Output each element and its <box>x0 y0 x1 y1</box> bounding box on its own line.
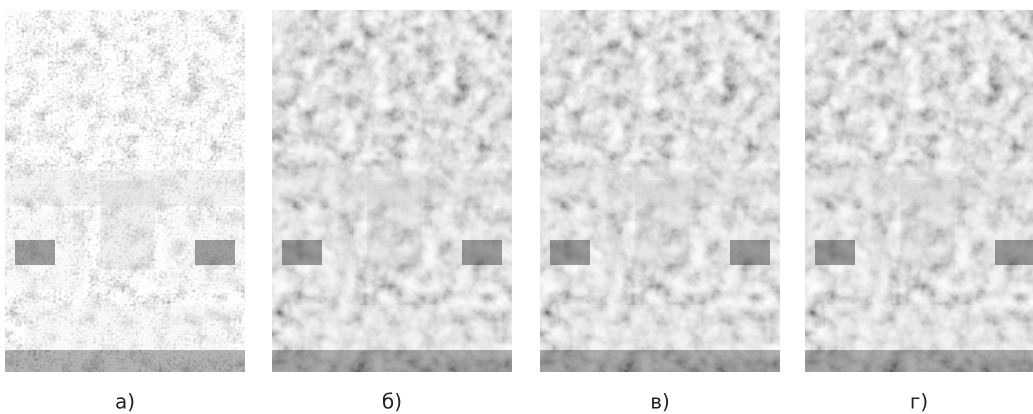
panel-label: а) <box>115 390 135 414</box>
panel-d <box>805 10 1033 372</box>
panel-b <box>272 10 512 372</box>
panel-a <box>5 10 245 372</box>
figure: а) б) в) г) <box>0 0 1033 414</box>
panel-label: г) <box>910 390 928 414</box>
panel-c <box>540 10 780 372</box>
page: а) б) в) г) (() => { const data = JSON.p… <box>0 0 1033 414</box>
panel-label: б) <box>382 390 402 414</box>
panel-label: в) <box>650 390 670 414</box>
